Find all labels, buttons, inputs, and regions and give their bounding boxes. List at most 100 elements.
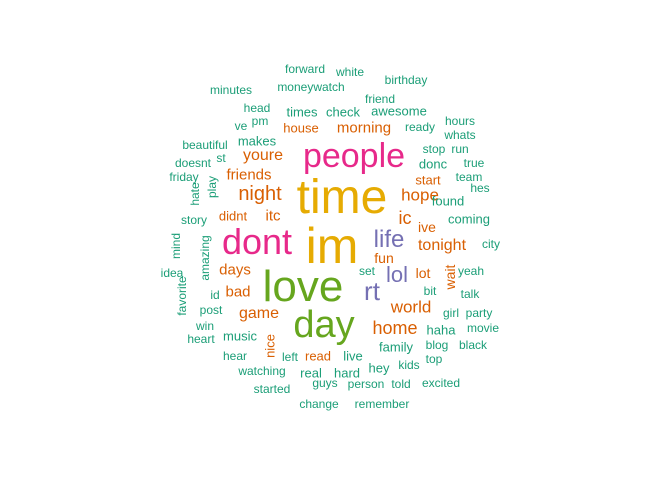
word-hard: hard xyxy=(333,365,361,381)
word-days: days xyxy=(219,261,251,279)
word-times: times xyxy=(286,104,318,120)
word-love: love xyxy=(262,262,344,311)
word-favorite: favorite xyxy=(175,276,189,316)
word-party: party xyxy=(465,306,493,320)
word-st: st xyxy=(216,151,226,165)
word-lol: lol xyxy=(385,262,409,287)
word-im: im xyxy=(305,218,359,274)
word-live: live xyxy=(343,348,363,364)
word-check: check xyxy=(326,104,360,120)
word-hours: hours xyxy=(444,114,476,128)
word-minutes: minutes xyxy=(209,83,253,97)
word-birthday: birthday xyxy=(384,73,428,87)
word-team: team xyxy=(455,170,483,184)
word-real: real xyxy=(300,365,322,381)
word-true: true xyxy=(463,156,485,170)
word-talk: talk xyxy=(460,287,480,301)
word-amazing: amazing xyxy=(198,235,212,281)
word-ready: ready xyxy=(404,120,436,134)
word-friends: friends xyxy=(226,166,272,184)
word-hes: hes xyxy=(470,181,490,195)
word-lot: lot xyxy=(415,265,431,281)
word-coming: coming xyxy=(448,211,490,227)
word-person: person xyxy=(347,377,385,391)
word-friend: friend xyxy=(364,92,396,106)
word-world: world xyxy=(390,297,432,317)
word-kids: kids xyxy=(398,358,420,372)
word-morning: morning xyxy=(336,119,392,137)
word-hey: hey xyxy=(368,360,390,376)
word-dont: dont xyxy=(221,221,293,262)
word-people: people xyxy=(302,137,406,175)
word-white: white xyxy=(335,65,365,79)
word-win: win xyxy=(195,319,215,333)
word-bit: bit xyxy=(423,284,437,298)
word-hope: hope xyxy=(401,185,439,205)
word-post: post xyxy=(199,303,223,317)
word-watching: watching xyxy=(238,364,286,378)
word-told: told xyxy=(391,377,411,391)
word-idea: idea xyxy=(160,266,184,280)
word-ic: ic xyxy=(398,208,412,228)
word-black: black xyxy=(458,338,488,352)
word-guys: guys xyxy=(312,376,338,390)
word-city: city xyxy=(482,237,500,251)
word-music: music xyxy=(223,328,257,344)
word-wait: wait xyxy=(442,264,458,290)
word-life: life xyxy=(373,226,405,253)
word-stop: stop xyxy=(422,142,446,156)
word-yeah: yeah xyxy=(457,264,485,278)
word-set: set xyxy=(358,264,376,278)
word-blog: blog xyxy=(425,338,449,352)
word-beautiful: beautiful xyxy=(182,138,228,152)
word-ve: ve xyxy=(234,119,248,133)
word-bad: bad xyxy=(225,283,251,301)
word-movie: movie xyxy=(466,321,500,335)
word-change: change xyxy=(299,397,339,411)
word-youre: youre xyxy=(242,147,284,164)
word-day: day xyxy=(293,304,355,346)
word-house: house xyxy=(283,120,319,136)
word-nice: nice xyxy=(262,334,278,358)
word-remember: remember xyxy=(354,397,410,411)
word-excited: excited xyxy=(421,376,461,390)
word-moneywatch: moneywatch xyxy=(277,80,345,94)
word-heart: heart xyxy=(187,332,215,346)
word-awesome: awesome xyxy=(371,103,427,119)
word-rt: rt xyxy=(364,276,380,306)
word-tonight: tonight xyxy=(417,237,467,254)
word-fun: fun xyxy=(374,250,394,266)
word-mind: mind xyxy=(169,232,183,260)
word-top: top xyxy=(425,352,443,366)
word-whats: whats xyxy=(444,128,476,142)
word-family: family xyxy=(379,339,413,355)
word-didnt: didnt xyxy=(218,208,248,224)
word-found: found xyxy=(431,193,465,209)
word-pm: pm xyxy=(251,114,269,128)
word-ive: ive xyxy=(418,219,436,235)
word-itc: itc xyxy=(265,207,281,225)
word-play: play xyxy=(205,175,219,199)
word-night: night xyxy=(238,183,282,205)
word-hear: hear xyxy=(222,349,248,363)
word-hate: hate xyxy=(188,182,202,206)
word-haha: haha xyxy=(426,322,456,338)
word-home: home xyxy=(372,318,418,338)
word-left: left xyxy=(281,350,299,364)
word-run: run xyxy=(451,142,469,156)
word-girl: girl xyxy=(442,306,460,320)
word-makes: makes xyxy=(237,133,277,149)
word-start: start xyxy=(415,172,441,188)
word-forward: forward xyxy=(284,62,326,76)
word-friday: friday xyxy=(169,170,199,184)
word-read: read xyxy=(304,348,332,364)
word-story: story xyxy=(180,213,208,227)
word-donc: donc xyxy=(418,156,448,172)
word-started: started xyxy=(253,382,291,396)
word-game: game xyxy=(238,305,280,322)
word-doesnt: doesnt xyxy=(174,156,212,170)
word-id: id xyxy=(210,288,220,302)
word-head: head xyxy=(243,101,271,115)
